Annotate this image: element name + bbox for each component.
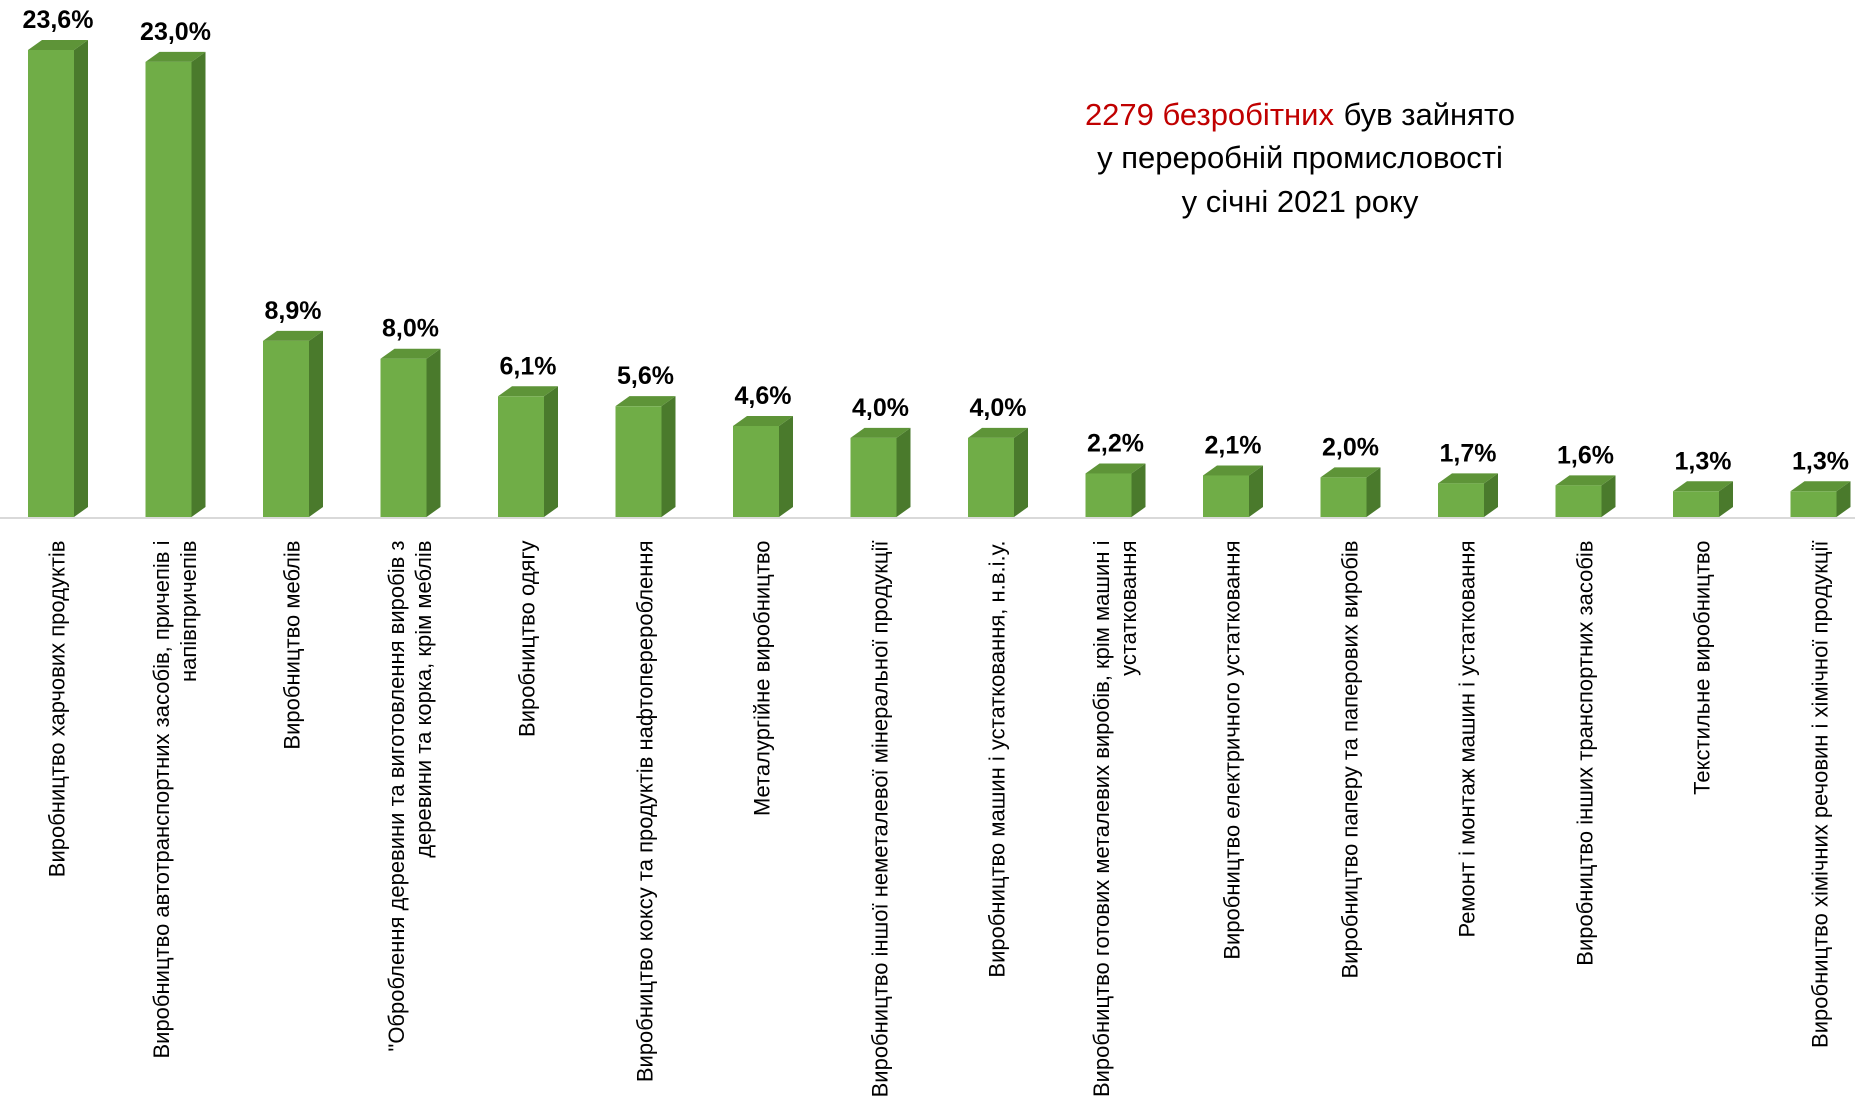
annotation-line: у переробній промисловості <box>1097 140 1503 175</box>
bar <box>1203 475 1249 517</box>
annotation-highlight: 2279 безробітних <box>1085 97 1335 132</box>
annotation-line: у січні 2021 року <box>1182 184 1419 219</box>
category-label: Виробництво готових металевих виробів, к… <box>1088 540 1141 1097</box>
bar <box>1320 477 1367 517</box>
bar-side <box>779 415 793 517</box>
bar-side <box>661 396 676 517</box>
category-label: Металургійне виробництво <box>749 540 775 816</box>
category-label: Виробництво електричного устатковання <box>1219 540 1245 960</box>
value-label: 2,0% <box>1322 433 1379 461</box>
bar <box>28 50 74 517</box>
category-label: Виробництво паперу та паперових виробів <box>1337 540 1362 978</box>
category-label: Виробництво коксу та продуктів нафтопере… <box>632 540 657 1082</box>
bar <box>1790 491 1837 517</box>
bar-side <box>1014 427 1028 517</box>
category-label: Виробництво іншої неметалевої мінерально… <box>867 540 892 1097</box>
bar-side <box>191 51 206 517</box>
bar-side <box>544 386 558 517</box>
bar-top <box>1790 481 1851 492</box>
value-label: 1,7% <box>1440 439 1497 467</box>
bar <box>145 61 192 517</box>
bar-side <box>896 427 911 517</box>
bar-top <box>380 348 441 359</box>
category-label: Виробництво автотранспортних засобів, пр… <box>148 540 201 1059</box>
bar <box>1555 485 1602 517</box>
bar-top <box>263 330 323 341</box>
bar <box>615 406 662 517</box>
bar-side <box>309 330 323 517</box>
annotation-text: був зайнято <box>1344 97 1515 132</box>
bar-top <box>1203 465 1263 476</box>
bar-side <box>1719 481 1733 517</box>
category-label: Виробництво харчових продуктів <box>44 540 70 877</box>
bar-top <box>733 415 793 426</box>
bar <box>850 437 897 517</box>
bar <box>380 358 427 517</box>
bar <box>498 396 544 517</box>
bar <box>1438 483 1484 517</box>
value-label: 23,6% <box>23 6 94 34</box>
bar-top <box>498 386 558 397</box>
bar-top <box>1555 475 1616 486</box>
bar-side <box>1601 475 1616 517</box>
bar-top <box>850 427 911 438</box>
bar-top <box>1673 481 1733 492</box>
bar-top <box>1320 467 1381 478</box>
bar <box>263 340 309 517</box>
category-label: Виробництво меблів <box>279 540 305 750</box>
value-label: 1,6% <box>1557 441 1614 469</box>
bar-top <box>28 40 88 50</box>
bar-side <box>1484 473 1498 517</box>
bar <box>968 437 1014 517</box>
bar-side <box>1249 465 1263 517</box>
value-label: 4,0% <box>970 394 1027 422</box>
bar-top <box>145 51 206 62</box>
bar-side <box>1366 467 1381 517</box>
bar <box>1673 491 1719 517</box>
value-label: 2,2% <box>1087 429 1144 457</box>
value-label: 23,0% <box>140 18 211 46</box>
category-label: Текстильне виробництво <box>1689 540 1715 795</box>
value-label: 8,9% <box>265 297 322 325</box>
value-label: 4,6% <box>735 382 792 410</box>
value-label: 6,1% <box>500 352 557 380</box>
category-label: Виробництво інших транспортних засобів <box>1572 540 1597 966</box>
category-label: Виробництво одягу <box>514 540 540 737</box>
bar-top <box>1085 463 1146 474</box>
category-label: Виробництво хімічних речовин і хімічної … <box>1807 540 1832 1048</box>
bar <box>1085 473 1132 517</box>
annotation: 2279 безробітних був зайнято <box>1085 97 1515 132</box>
value-label: 2,1% <box>1205 431 1262 459</box>
bar-side <box>426 348 441 517</box>
bar-side <box>1836 481 1851 517</box>
value-label: 1,3% <box>1792 447 1849 475</box>
value-label: 1,3% <box>1675 447 1732 475</box>
bar-side <box>74 40 88 517</box>
bar-side <box>1131 463 1146 517</box>
category-label: Ремонт і монтаж машин і устатковання <box>1454 540 1480 938</box>
bar-top <box>1438 473 1498 484</box>
value-label: 4,0% <box>852 394 909 422</box>
bar-top <box>615 396 676 407</box>
value-label: 5,6% <box>617 362 674 390</box>
bar-top <box>968 427 1028 438</box>
category-label: "Оброблення деревини та виготовлення вир… <box>383 540 436 1051</box>
value-label: 8,0% <box>382 315 439 343</box>
bar <box>733 425 779 517</box>
category-label: Виробництво машин і устатковання, н.в.і.… <box>984 540 1010 978</box>
